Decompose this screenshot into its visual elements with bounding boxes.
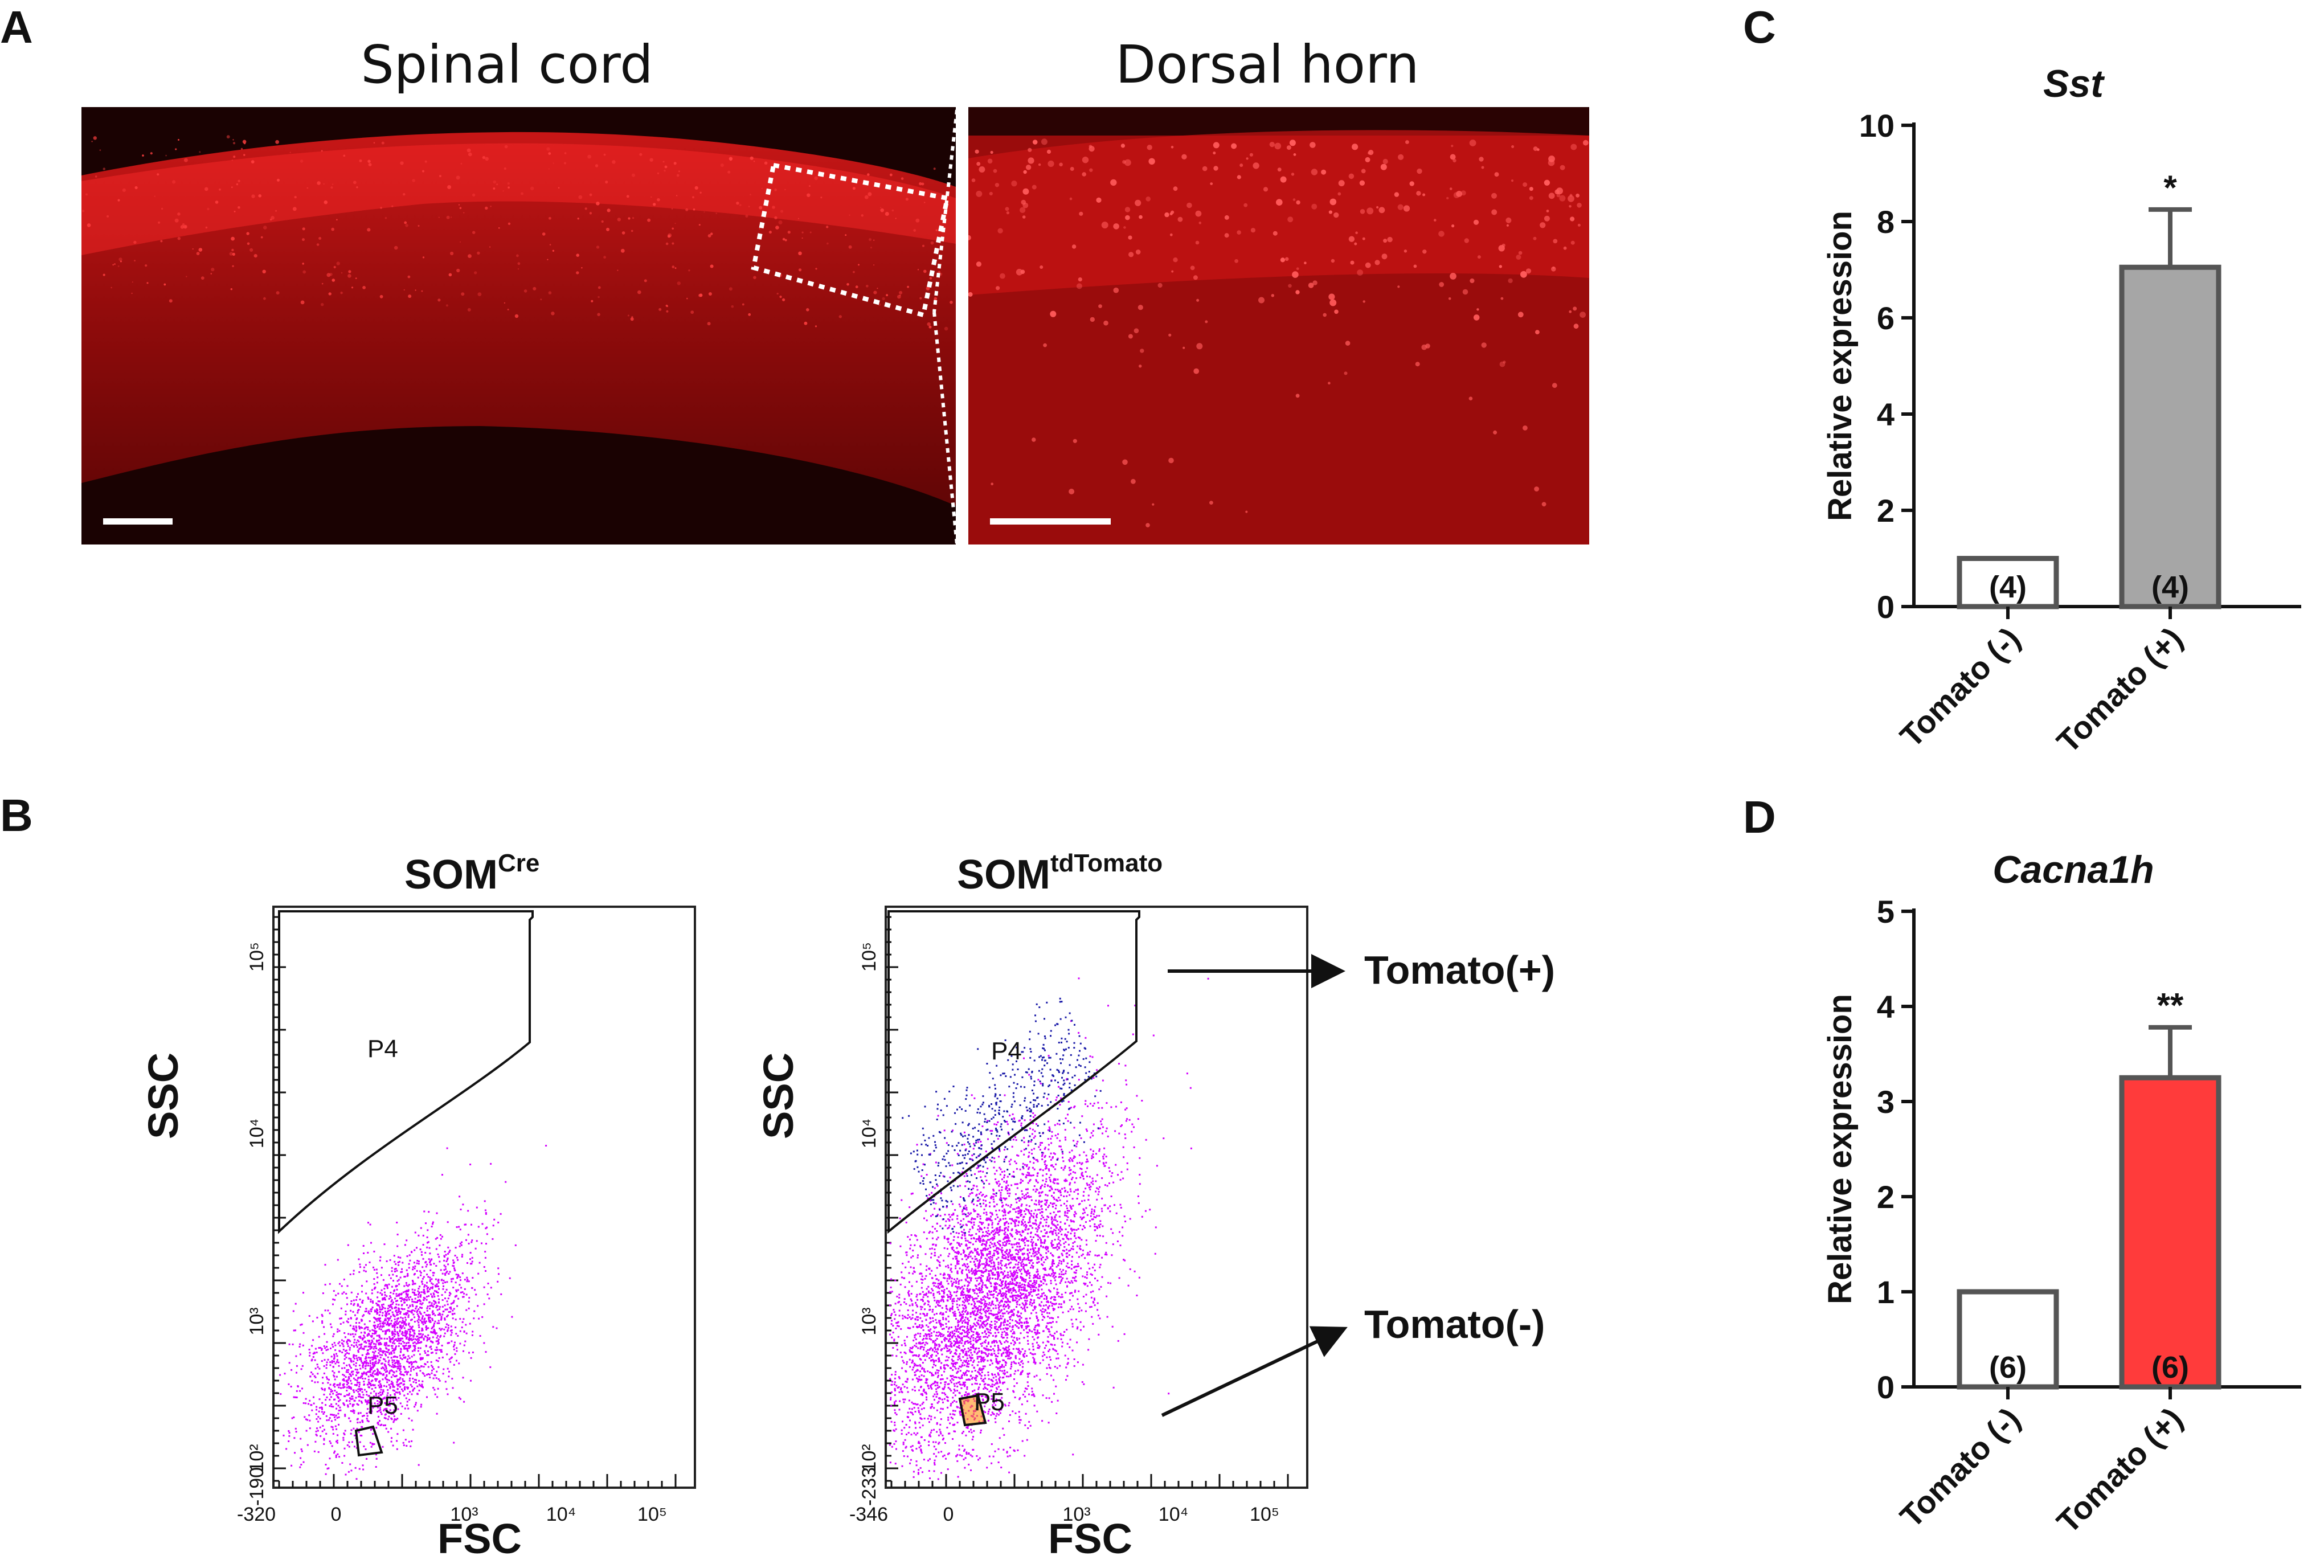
- n-label: (6): [2151, 1350, 2189, 1385]
- tomato-plus-label: Tomato(+): [1364, 948, 1556, 992]
- bar-chart-cacna1h: Cacna1h Relative expression 0 1 2 3 4 5 (6) Tomat…: [1822, 848, 2301, 1540]
- x-tick-label: 10⁵: [637, 1504, 667, 1525]
- y-tick-label: 0: [1877, 589, 1895, 625]
- category-label: Tomato (-): [1893, 620, 2027, 754]
- y-tick-label: 10⁴: [246, 1119, 268, 1148]
- x-tick-label: 10⁴: [1159, 1504, 1188, 1525]
- flow-plot1-gate-p4-label: P4: [367, 1035, 398, 1063]
- dorsal-horn-scale-bar: [990, 518, 1111, 525]
- flow-plot1-x-axis-label: FSC: [437, 1515, 522, 1562]
- y-tick-label: 3: [1877, 1084, 1895, 1120]
- x-tick-label: 10³: [1062, 1504, 1090, 1525]
- y-tick-label: 4: [1877, 989, 1895, 1025]
- y-tick-label: 1: [1877, 1274, 1895, 1310]
- y-axis-label: Relative expression: [1822, 211, 1859, 521]
- chart-title: Cacna1h: [1992, 848, 2154, 891]
- category-label: Tomato (+): [2049, 620, 2189, 760]
- dorsal-horn-image: [968, 107, 1589, 544]
- panel-letter-d: D: [1743, 792, 1776, 842]
- y-tick-label: -233: [858, 1467, 880, 1506]
- panel-letter-b: B: [0, 790, 33, 841]
- y-tick-label: 2: [1877, 493, 1895, 529]
- spinal-cord-title: Spinal cord: [361, 34, 653, 95]
- arrow-to-tomato-minus: [1161, 1326, 1348, 1417]
- flow-plot2-gate-p5-label: P5: [974, 1388, 1005, 1416]
- y-tick-label: 10³: [858, 1307, 880, 1335]
- significance-marker: **: [2157, 986, 2184, 1025]
- y-tick-label: 8: [1877, 204, 1895, 240]
- spinal-cord-image: [81, 107, 956, 544]
- gate-arrows: [1161, 954, 1348, 1417]
- zoom-connector-lines: [932, 109, 959, 545]
- x-tick-label: 0: [331, 1504, 342, 1525]
- flow-plot2-gate-p4-label: P4: [991, 1037, 1022, 1065]
- flow-plot2-title: SOMtdTomato: [957, 851, 1163, 898]
- y-tick-label: 2: [1877, 1179, 1895, 1215]
- flow-plot1: P4 P5 10⁵ 10⁴ 10³ 10²-190 -320 0 10³ 10⁴ 10⁵: [237, 906, 696, 1525]
- flow-plot2: P4 P5 10⁵ 10⁴ 10³ 10²-233 -346 0 10³ 10⁴ 10⁵: [849, 906, 1308, 1525]
- spinal-cord-scale-bar: [103, 518, 173, 525]
- flow-plot1-frame: [272, 906, 696, 1489]
- flow-plot2-gate-p5: [958, 1394, 987, 1427]
- y-tick-label: 10: [1859, 108, 1895, 144]
- flow-plot1-gate-p5: [354, 1425, 383, 1457]
- flow-plot1-title-sup: Cre: [498, 849, 540, 877]
- flow-plot1-title: SOMCre: [404, 851, 539, 898]
- y-tick-label: 6: [1877, 300, 1895, 336]
- bar: [2119, 264, 2221, 609]
- bar: [2119, 1075, 2221, 1390]
- category-label: Tomato (-): [1893, 1401, 2027, 1534]
- x-tick-label: -320: [237, 1504, 276, 1525]
- dorsal-horn-title: Dorsal horn: [1115, 34, 1419, 95]
- flow-plot1-title-main: SOM: [404, 852, 498, 898]
- dorsal-horn-micrograph: [968, 107, 1589, 544]
- y-tick-label: -190: [246, 1467, 268, 1506]
- chart-title: Sst: [2043, 62, 2105, 105]
- y-tick-label: 10³: [246, 1307, 268, 1335]
- y-tick-label: 10⁵: [246, 942, 268, 972]
- spinal-cord-micrograph: [81, 107, 956, 544]
- flow-plot2-x-axis-label: FSC: [1048, 1515, 1132, 1562]
- y-tick-label: 4: [1877, 396, 1895, 432]
- bar: [1957, 556, 2059, 609]
- y-tick-label: 10²: [858, 1444, 880, 1472]
- flow-plot2-y-axis-label: SSC: [755, 1052, 802, 1139]
- x-tick-label: 10³: [450, 1504, 478, 1525]
- y-tick-label: 0: [1877, 1369, 1895, 1405]
- flow-plot1-y-axis-label: SSC: [140, 1052, 187, 1139]
- flow-plot2-gate-p4: [887, 910, 1140, 1234]
- y-tick-label: 5: [1877, 894, 1895, 930]
- significance-marker: *: [2163, 169, 2177, 207]
- x-tick-label: 0: [943, 1504, 954, 1525]
- y-tick-label: 10²: [246, 1444, 268, 1472]
- n-label: (4): [2151, 570, 2189, 604]
- x-tick-label: 10⁴: [546, 1504, 576, 1525]
- flow-plot1-gate-p4: [278, 910, 534, 1234]
- tomato-minus-label: Tomato(-): [1364, 1302, 1545, 1346]
- bar-chart-sst: Sst Relative expression 0 2 4 6 8 10 (4) Tomato (…: [1822, 62, 2301, 760]
- panel-letter-c: C: [1743, 2, 1776, 52]
- flow-plot2-title-main: SOM: [957, 852, 1051, 898]
- y-axis-label: Relative expression: [1822, 994, 1859, 1304]
- flow-plot1-gate-p5-label: P5: [367, 1391, 398, 1419]
- x-tick-label: 10⁵: [1250, 1504, 1279, 1525]
- category-label: Tomato (+): [2049, 1401, 2189, 1540]
- y-tick-label: 10⁵: [858, 942, 880, 972]
- bar: [1957, 1289, 2059, 1390]
- x-tick-label: -346: [849, 1504, 888, 1525]
- panel-letter-a: A: [0, 2, 33, 52]
- n-label: (4): [1989, 570, 2027, 604]
- n-label: (6): [1989, 1350, 2027, 1385]
- flow-plot2-title-sup: tdTomato: [1050, 849, 1163, 877]
- y-tick-label: 10⁴: [858, 1119, 880, 1148]
